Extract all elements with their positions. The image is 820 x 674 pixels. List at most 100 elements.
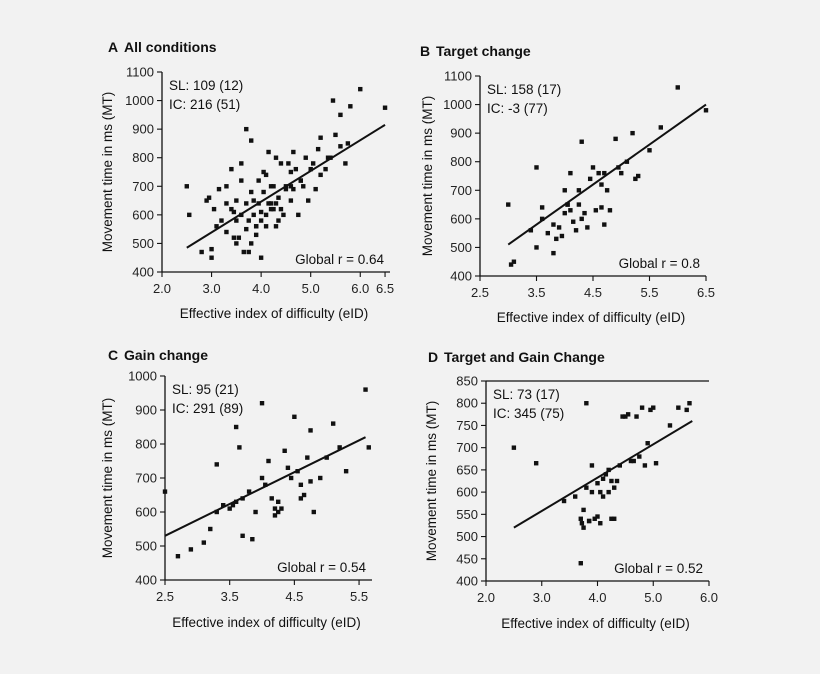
regression-line: [507, 103, 707, 246]
data-point: [612, 485, 617, 490]
y-tick-label: 500: [450, 240, 472, 255]
data-point: [273, 224, 279, 229]
data-point: [285, 465, 291, 470]
data-point: [229, 166, 234, 172]
data-point: [337, 445, 342, 450]
x-tick-label: 2.0: [477, 590, 495, 605]
data-point: [211, 206, 217, 212]
data-point: [246, 218, 251, 223]
y-tick-label: 850: [456, 374, 478, 389]
data-point: [348, 104, 353, 109]
data-point: [658, 125, 663, 130]
data-point: [256, 178, 261, 183]
data-point: [209, 255, 214, 260]
panel-d: D Target and Gain Change 400 450 500 550 600 65…: [424, 349, 718, 631]
data-point: [623, 414, 628, 419]
data-point: [511, 445, 517, 450]
y-tick-label: 650: [456, 462, 478, 477]
data-point: [667, 423, 673, 428]
data-point: [573, 228, 579, 233]
data-point: [568, 208, 573, 213]
data-point: [263, 172, 269, 178]
data-point: [272, 513, 278, 518]
panel-letter: D: [428, 349, 438, 365]
data-point: [323, 166, 328, 172]
data-point: [582, 210, 587, 216]
data-point: [573, 494, 578, 499]
data-point: [239, 161, 244, 166]
data-point: [244, 226, 249, 232]
data-point: [598, 521, 603, 526]
stat-ic: IC: 345 (75): [493, 406, 564, 421]
data-point: [676, 405, 681, 410]
y-tick-label: 800: [450, 154, 472, 169]
x-tick-label: 5.5: [640, 285, 658, 300]
data-point: [258, 209, 264, 215]
panel-b: B Target change 400 500 600 700 800 900 1000 1100…: [420, 43, 715, 325]
y-tick-label: 400: [135, 573, 157, 588]
data-point: [634, 414, 639, 419]
data-point: [308, 479, 313, 484]
data-point: [306, 198, 311, 203]
data-point: [234, 241, 239, 246]
data-point: [234, 218, 239, 223]
data-point: [278, 161, 284, 166]
data-point: [219, 218, 224, 223]
data-point: [291, 149, 296, 155]
x-tick-label: 3.5: [527, 285, 545, 300]
y-tick-label: 700: [132, 179, 154, 194]
panel-title: Target and Gain Change: [444, 349, 605, 365]
y-tick-label: 400: [132, 265, 154, 280]
data-point: [209, 246, 214, 252]
data-point: [613, 136, 618, 142]
data-point: [263, 212, 269, 218]
data-point: [506, 202, 511, 207]
x-tick-label: 2.5: [156, 589, 174, 604]
y-axis-title: Movement time in ms (MT): [420, 96, 435, 257]
data-point: [614, 478, 620, 484]
data-point: [568, 170, 573, 176]
y-axis-title: Movement time in ms (MT): [424, 401, 439, 562]
data-point: [599, 182, 604, 187]
panel-letter: A: [108, 39, 118, 55]
y-tick-label: 1100: [126, 65, 154, 80]
data-point: [305, 455, 310, 460]
data-point: [551, 250, 556, 256]
data-point: [201, 540, 207, 545]
data-point: [216, 186, 222, 192]
data-point: [534, 165, 539, 170]
global-r: Global r = 0.54: [277, 560, 366, 575]
y-tick-label: 500: [135, 539, 157, 554]
data-point: [343, 161, 348, 166]
x-tick-label: 2.0: [153, 281, 171, 296]
panel-c: C Gain change 400 500 600 700 800 900 1000 2.5 3.5…: [100, 347, 372, 630]
global-r: Global r = 0.8: [619, 256, 700, 271]
data-point: [303, 155, 308, 160]
y-tick-label: 1100: [444, 69, 472, 84]
data-point: [278, 206, 284, 212]
data-point: [263, 224, 269, 229]
data-point: [562, 210, 567, 216]
data-point: [308, 166, 313, 172]
y-tick-label: 500: [456, 529, 478, 544]
data-point: [330, 421, 336, 426]
data-point: [276, 509, 281, 515]
data-point: [162, 489, 168, 494]
data-point: [363, 387, 368, 392]
data-point: [229, 206, 234, 212]
data-point: [576, 188, 582, 193]
data-point: [221, 503, 226, 508]
data-point: [253, 232, 259, 238]
data-point: [637, 454, 642, 459]
data-point: [298, 482, 304, 487]
x-tick-label: 5.5: [350, 589, 368, 604]
data-point: [333, 132, 338, 138]
y-tick-label: 800: [456, 396, 478, 411]
x-tick-label: 4.0: [252, 281, 270, 296]
y-tick-label: 400: [456, 574, 478, 589]
data-point: [249, 189, 254, 195]
data-point: [249, 138, 254, 143]
data-point: [612, 516, 617, 521]
data-point: [301, 492, 307, 498]
data-point: [281, 212, 286, 218]
